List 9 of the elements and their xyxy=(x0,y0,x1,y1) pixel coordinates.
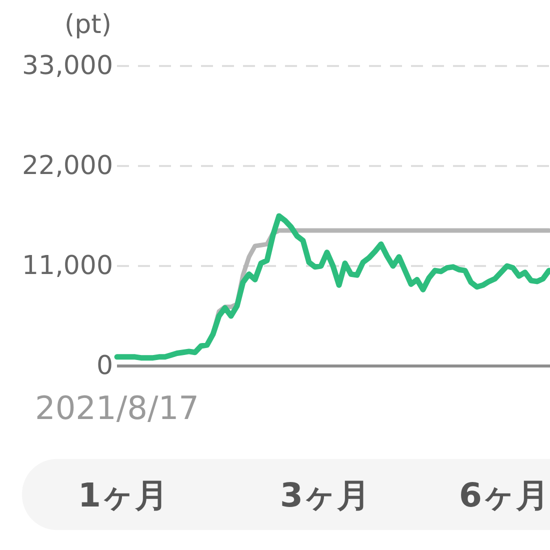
y-tick-label: 33,000 xyxy=(22,51,113,81)
x-tick-label: 2021/8/17 xyxy=(34,389,200,427)
y-tick-label: 11,000 xyxy=(22,251,113,281)
text: 3ヶ月 xyxy=(280,476,370,514)
y-axis-title: (pt) xyxy=(64,10,112,40)
text: 1ヶ月 xyxy=(78,476,168,514)
y-tick-label: 22,000 xyxy=(22,151,113,181)
y-tick-label: 0 xyxy=(96,351,113,381)
text: 6ヶ月 xyxy=(459,476,549,514)
